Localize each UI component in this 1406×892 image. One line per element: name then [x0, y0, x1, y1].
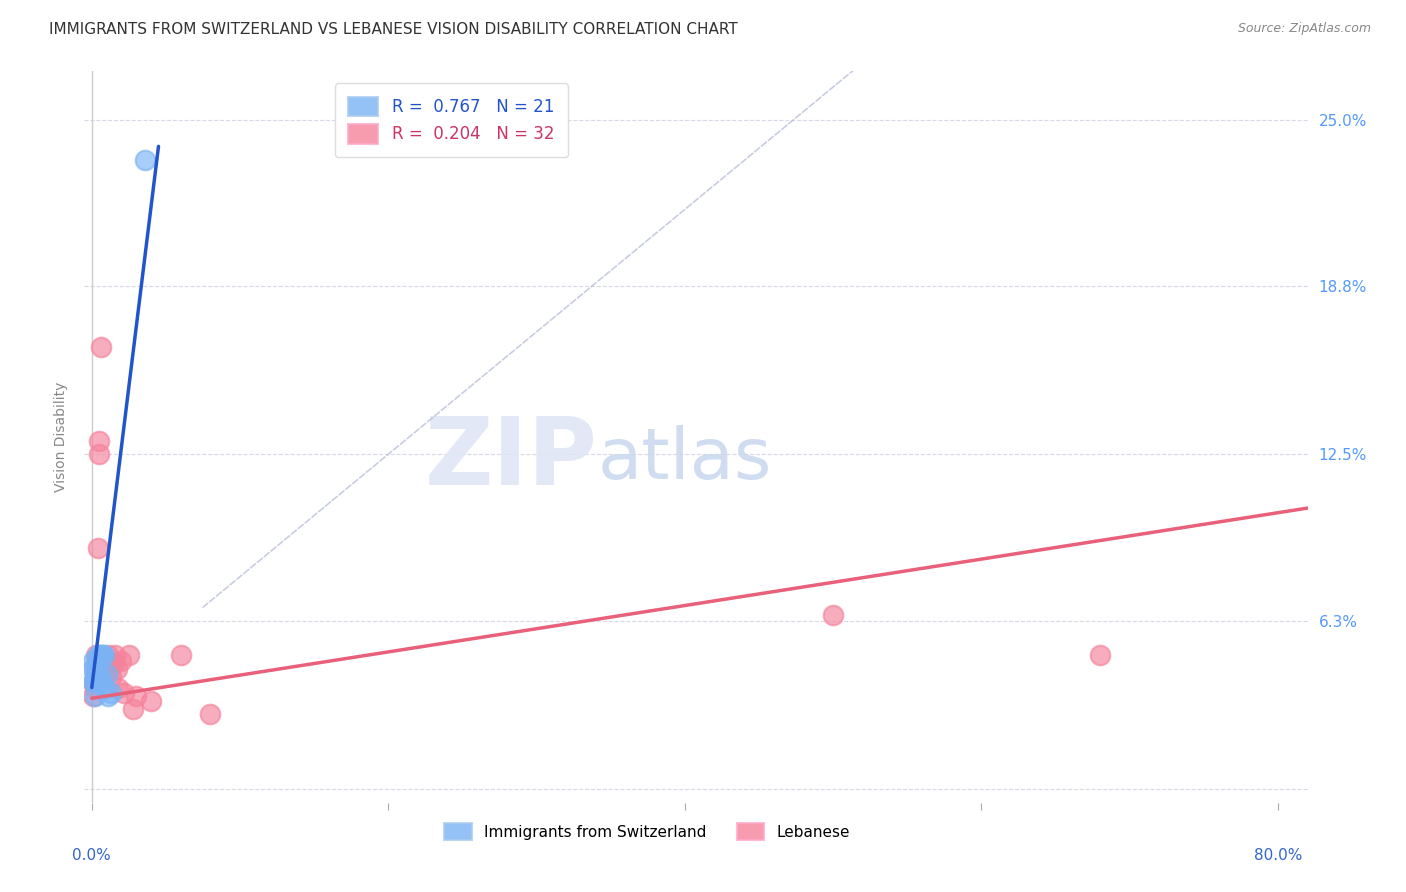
Point [83, 681, 105, 695]
Point [125, 689, 148, 703]
Text: 0.0%: 0.0% [72, 848, 111, 863]
Point [86, 670, 108, 684]
Legend: Immigrants from Switzerland, Lebanese: Immigrants from Switzerland, Lebanese [439, 816, 856, 847]
Text: ZIP: ZIP [425, 413, 598, 505]
Point [90, 673, 112, 687]
Point [122, 702, 145, 716]
Point [82, 662, 104, 676]
Point [93, 657, 115, 671]
Point [84, 657, 107, 671]
Point [86, 667, 108, 681]
Point [86, 541, 108, 556]
Point [86, 648, 108, 663]
Point [82, 654, 104, 668]
Point [112, 686, 135, 700]
Y-axis label: Vision Disability: Vision Disability [53, 382, 67, 492]
Text: Source: ZipAtlas.com: Source: ZipAtlas.com [1237, 22, 1371, 36]
Point [84, 670, 107, 684]
Point [91, 654, 114, 668]
Point [94, 659, 117, 673]
Point [82, 689, 104, 703]
Point [110, 654, 132, 668]
Point [170, 648, 193, 663]
Point [90, 648, 112, 663]
Text: 80.0%: 80.0% [1254, 848, 1302, 863]
Point [100, 670, 122, 684]
Point [134, 153, 156, 167]
Point [96, 654, 118, 668]
Point [823, 608, 845, 623]
Point [105, 662, 128, 676]
Point [89, 434, 111, 449]
Point [98, 662, 121, 676]
Point [118, 648, 141, 663]
Point [104, 648, 127, 663]
Point [82, 675, 104, 690]
Point [83, 667, 105, 681]
Point [84, 648, 107, 663]
Point [82, 675, 104, 690]
Text: atlas: atlas [598, 425, 772, 493]
Point [84, 670, 107, 684]
Point [97, 689, 120, 703]
Point [103, 657, 125, 671]
Point [96, 667, 118, 681]
Point [97, 648, 120, 663]
Point [89, 654, 111, 668]
Point [100, 686, 122, 700]
Point [90, 340, 112, 354]
Point [139, 694, 162, 708]
Text: IMMIGRANTS FROM SWITZERLAND VS LEBANESE VISION DISABILITY CORRELATION CHART: IMMIGRANTS FROM SWITZERLAND VS LEBANESE … [49, 22, 738, 37]
Point [107, 681, 129, 695]
Point [1088, 648, 1111, 663]
Point [83, 662, 105, 676]
Point [83, 689, 105, 703]
Point [200, 707, 222, 722]
Point [89, 667, 111, 681]
Point [94, 681, 117, 695]
Point [93, 648, 115, 663]
Point [91, 648, 114, 663]
Point [89, 448, 111, 462]
Point [83, 675, 105, 690]
